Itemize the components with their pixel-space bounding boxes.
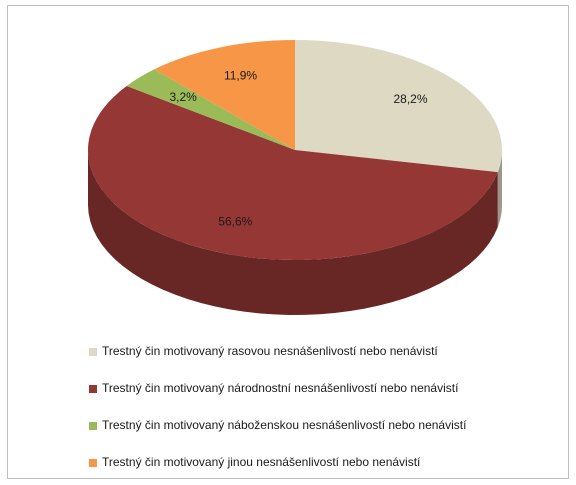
data-label: 28,2%	[393, 92, 427, 106]
legend-swatch	[89, 348, 97, 356]
data-label: 3,2%	[169, 90, 197, 104]
slice	[87, 85, 498, 261]
legend-label: Trestný čin motivovaný rasovou nesnášenl…	[102, 344, 438, 358]
slice	[295, 40, 503, 173]
slice	[154, 40, 295, 150]
legend-label: Trestný čin motivovaný národnostní nesná…	[102, 381, 459, 395]
legend-swatch	[89, 422, 97, 430]
slice	[126, 69, 295, 150]
slice-side	[88, 150, 498, 315]
data-label: 56,6%	[218, 215, 252, 229]
legend-swatch	[89, 385, 97, 393]
legend-swatch	[89, 459, 97, 467]
slice-side	[497, 150, 502, 228]
legend-label: Trestný čin motivovaný náboženskou nesná…	[102, 418, 467, 432]
data-label: 11,9%	[224, 68, 257, 82]
legend-label: Trestný čin motivovaný jinou nesnášenliv…	[102, 455, 421, 469]
